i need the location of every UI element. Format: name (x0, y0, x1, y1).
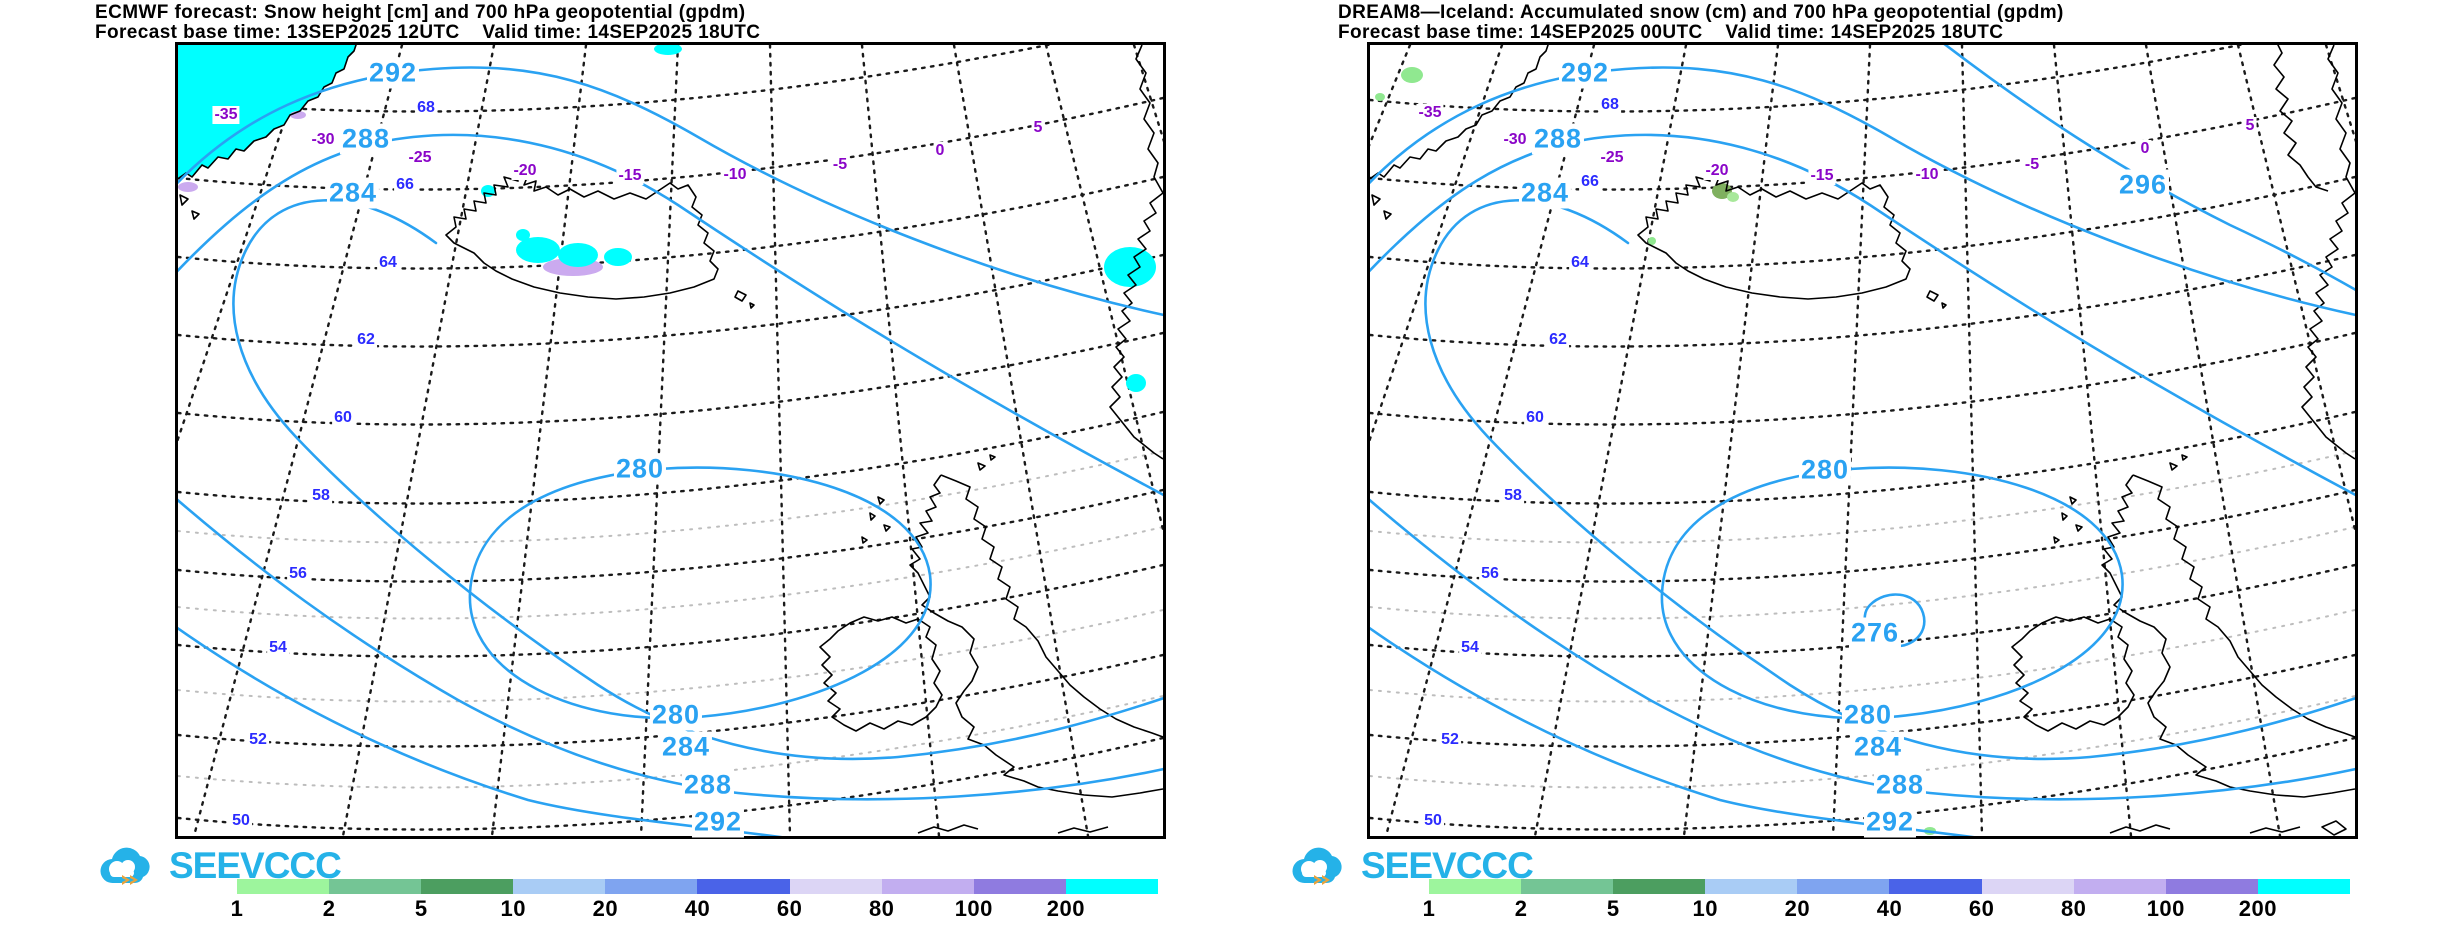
legend-tick-label: 5 (414, 896, 428, 921)
legend-segment (881, 879, 974, 894)
legend-segment (789, 879, 882, 894)
legend-segment (1429, 879, 1522, 894)
legend-segment (605, 879, 698, 894)
panel-title-line2: Forecast base time: 13SEP2025 12UTC Vali… (95, 22, 761, 43)
legend-tick-label: 2 (322, 896, 336, 921)
legend-segment (973, 879, 1066, 894)
legend-segment (513, 879, 606, 894)
legend-tick-label: 5 (1606, 896, 1620, 921)
legend-tick-label: 60 (1968, 896, 1995, 921)
legend-tick-label: 40 (1876, 896, 1903, 921)
panel-title-line2: Forecast base time: 14SEP2025 00UTC Vali… (1338, 22, 2004, 43)
legend-segment (697, 879, 790, 894)
legend-tick-label: 60 (776, 896, 803, 921)
snow-scale-legend: 1 2 5 10 20 40 60 80 100 200 (231, 879, 1158, 921)
seevccc-cloud-icon (100, 847, 150, 885)
legend-color-bar (237, 879, 1158, 894)
legend-segment (237, 879, 330, 894)
legend-segment (1521, 879, 1614, 894)
legend-segment (329, 879, 422, 894)
legend-tick-label: 2 (1514, 896, 1528, 921)
legend-tick-label: 80 (2060, 896, 2087, 921)
legend-tick-label: 20 (1784, 896, 1811, 921)
legend-tick-label: 100 (2146, 896, 2185, 921)
legend-tick-label: 1 (1422, 896, 1436, 921)
legend-tick-label: 10 (1692, 896, 1719, 921)
legend-segment (1981, 879, 2074, 894)
panel-title-line1: ECMWF forecast: Snow height [cm] and 700… (95, 2, 746, 23)
legend-segment (1065, 879, 1158, 894)
snow-fill-layer (1375, 67, 1936, 835)
legend-segment (2165, 879, 2258, 894)
map-canvas-ecmwf: 292 288 284 280 280 284 288 292 -35 -30 -25 -20 -15… (175, 42, 1166, 839)
map-canvas-dream8: 292 288 284 296 280 276 280 284 288 292 -35 -30 -25… (1367, 42, 2358, 839)
legend-segment (2073, 879, 2166, 894)
coastlines-extra (2273, 45, 2347, 836)
legend-tick-label: 80 (868, 896, 895, 921)
panel-title-block: ECMWF forecast: Snow height [cm] and 700… (95, 3, 760, 43)
seevccc-cloud-icon (1292, 847, 1342, 885)
panel-ecmwf: ECMWF forecast: Snow height [cm] and 700… (95, 3, 1166, 921)
legend-segment (421, 879, 514, 894)
legend-tick-label: 100 (954, 896, 993, 921)
snow-fill-layer (178, 45, 1156, 392)
legend-segment (2257, 879, 2350, 894)
map-drawing (178, 45, 1163, 836)
legend-color-bar (1429, 879, 2350, 894)
legend-tick-label: 200 (1046, 896, 1085, 921)
legend-segment (1797, 879, 1890, 894)
snow-scale-legend: 1 2 5 10 20 40 60 80 100 200 (1423, 879, 2350, 921)
legend-segment (1705, 879, 1798, 894)
legend-tick-label: 200 (2238, 896, 2277, 921)
legend-segment (1889, 879, 1982, 894)
legend-tick-label: 10 (500, 896, 527, 921)
panel-title-block: DREAM8—Iceland: Accumulated snow (cm) an… (1338, 3, 2064, 43)
map-drawing (1370, 45, 2355, 836)
legend-tick-label: 20 (592, 896, 619, 921)
panel-title-line1: DREAM8—Iceland: Accumulated snow (cm) an… (1338, 2, 2064, 23)
legend-tick-label: 40 (684, 896, 711, 921)
legend-segment (1613, 879, 1706, 894)
legend-tick-label: 1 (230, 896, 244, 921)
panel-dream8: DREAM8—Iceland: Accumulated snow (cm) an… (1192, 0, 2449, 925)
